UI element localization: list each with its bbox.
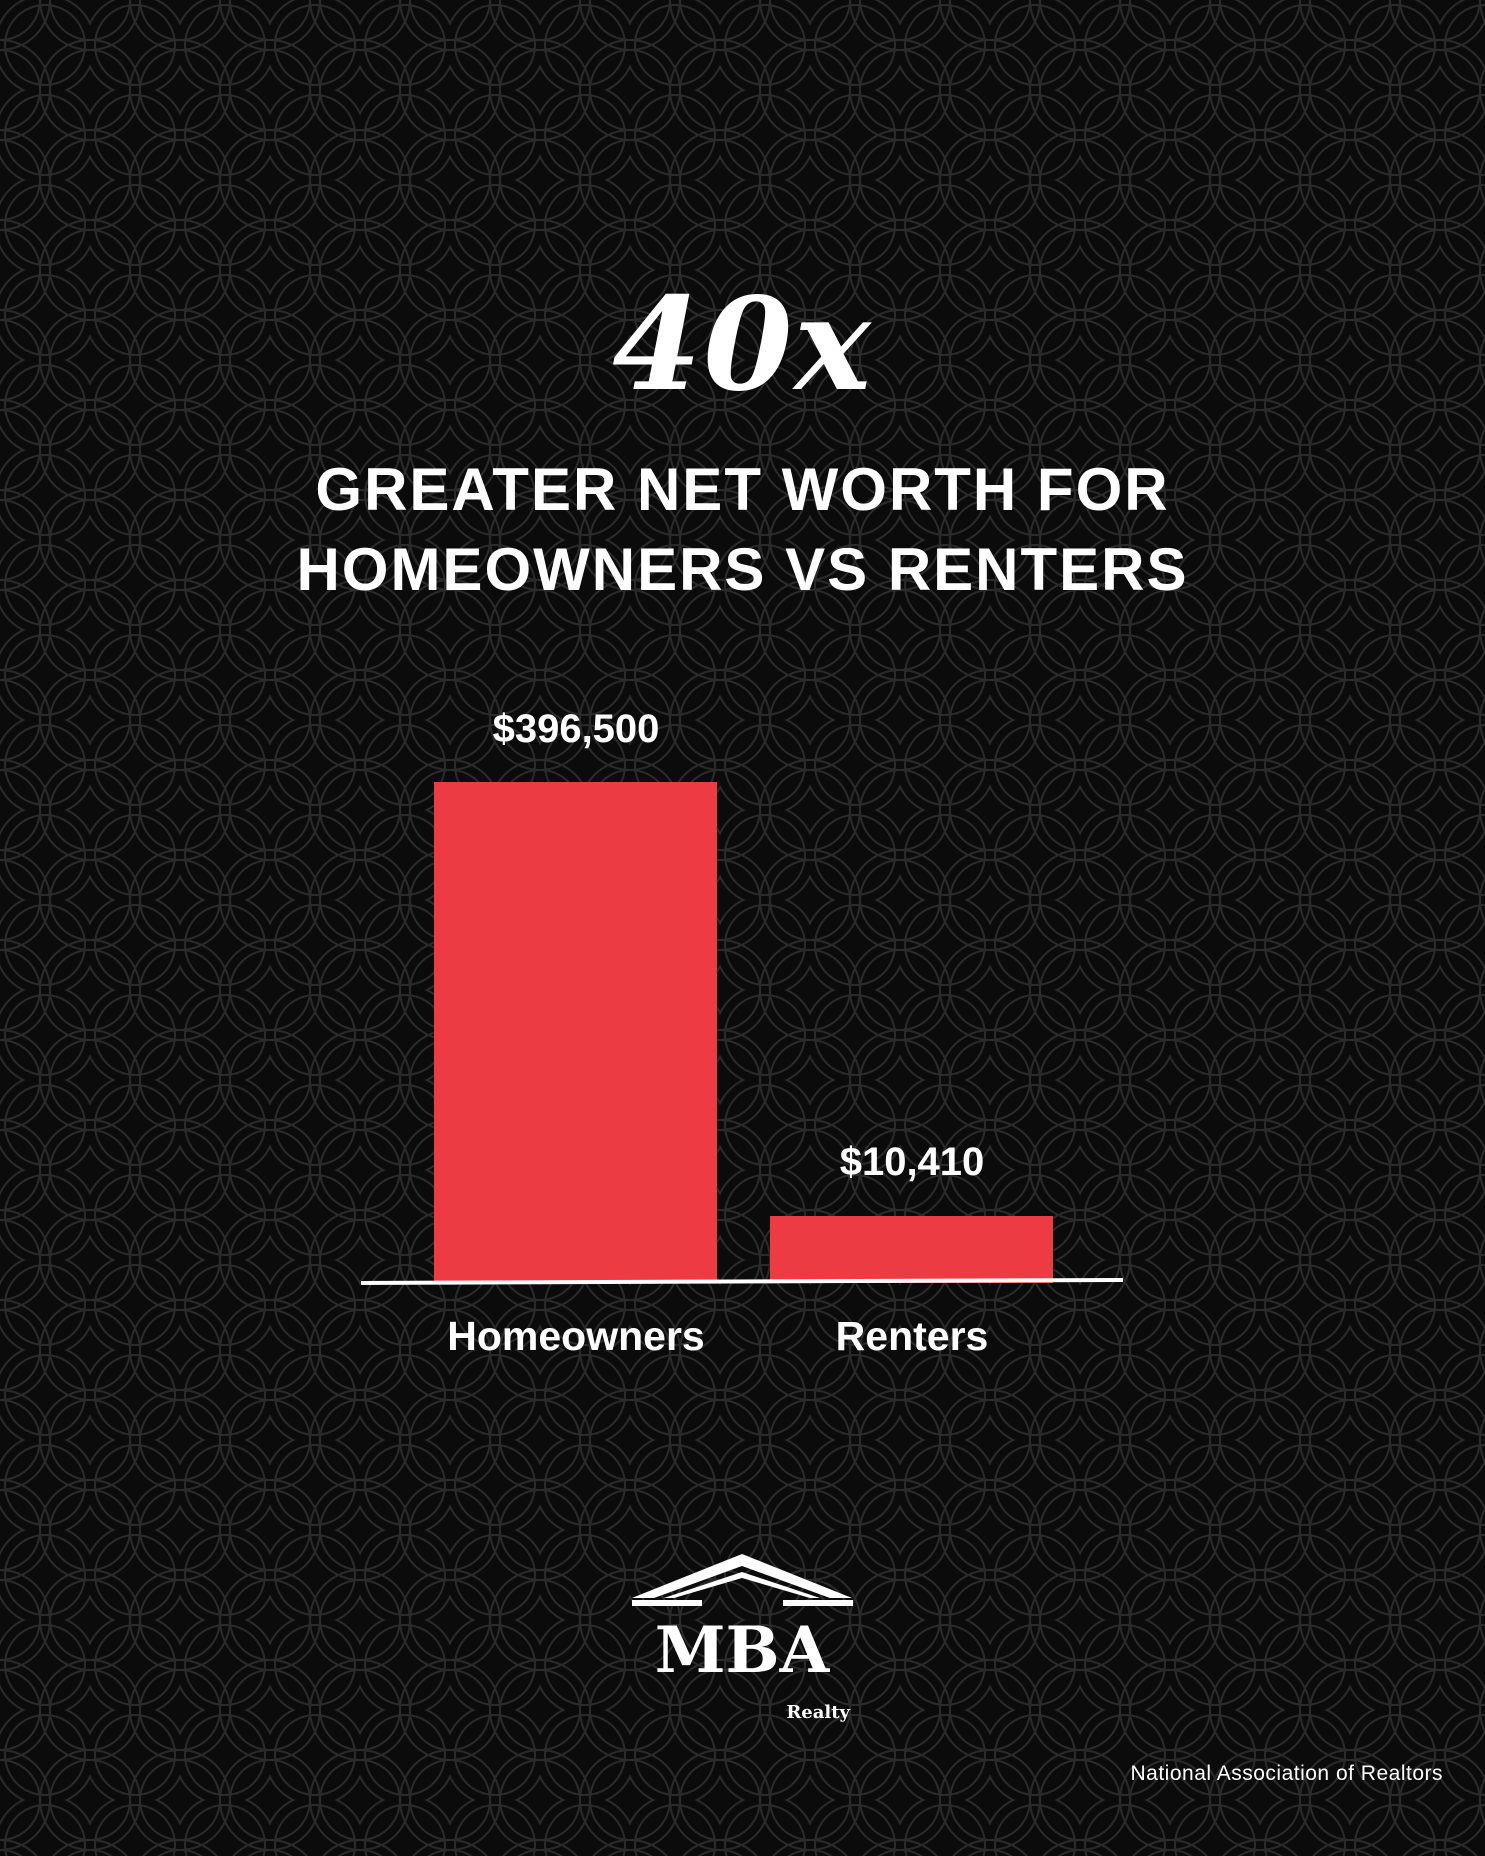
source-credit: National Association of Realtors [1130, 1762, 1443, 1785]
mba-realty-logo: MBA Realty [632, 1554, 853, 1722]
bar-renters [770, 1216, 1053, 1283]
headline-multiplier: 40x [612, 270, 873, 420]
category-label-renters: Renters [836, 1313, 989, 1359]
bar-homeowners [434, 782, 717, 1283]
chart-baseline [360, 1278, 1124, 1285]
category-label-homeowners: Homeowners [447, 1313, 704, 1359]
logo-subtext: Realty [786, 1702, 850, 1722]
value-label-renters: $10,410 [840, 1140, 985, 1184]
subtitle-line-2: HOMEOWNERS VS RENTERS [296, 536, 1189, 603]
subtitle-line-1: GREATER NET WORTH FOR [315, 456, 1170, 523]
logo-text: MBA [655, 1613, 831, 1688]
value-label-homeowners: $396,500 [493, 707, 660, 751]
